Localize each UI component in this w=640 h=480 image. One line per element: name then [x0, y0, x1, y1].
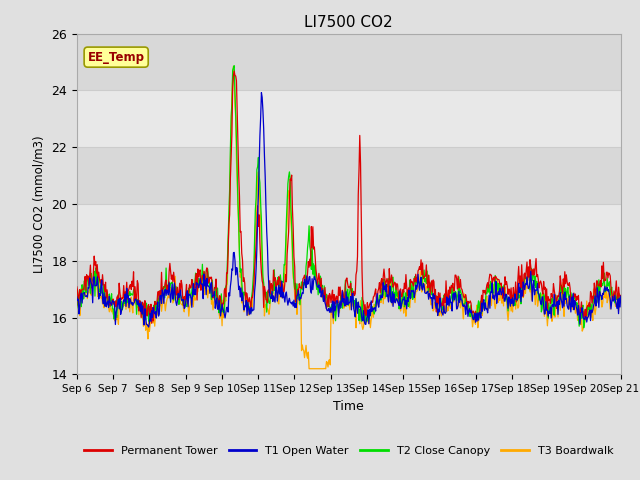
Bar	[77, 90, 621, 147]
Text: EE_Temp: EE_Temp	[88, 51, 145, 64]
Bar	[77, 34, 621, 90]
Bar	[77, 261, 621, 318]
Bar	[77, 147, 621, 204]
Y-axis label: LI7500 CO2 (mmol/m3): LI7500 CO2 (mmol/m3)	[33, 135, 45, 273]
Bar	[77, 204, 621, 261]
X-axis label: Time: Time	[333, 400, 364, 413]
Legend: Permanent Tower, T1 Open Water, T2 Close Canopy, T3 Boardwalk: Permanent Tower, T1 Open Water, T2 Close…	[80, 441, 618, 460]
Bar	[77, 318, 621, 374]
Title: LI7500 CO2: LI7500 CO2	[305, 15, 393, 30]
